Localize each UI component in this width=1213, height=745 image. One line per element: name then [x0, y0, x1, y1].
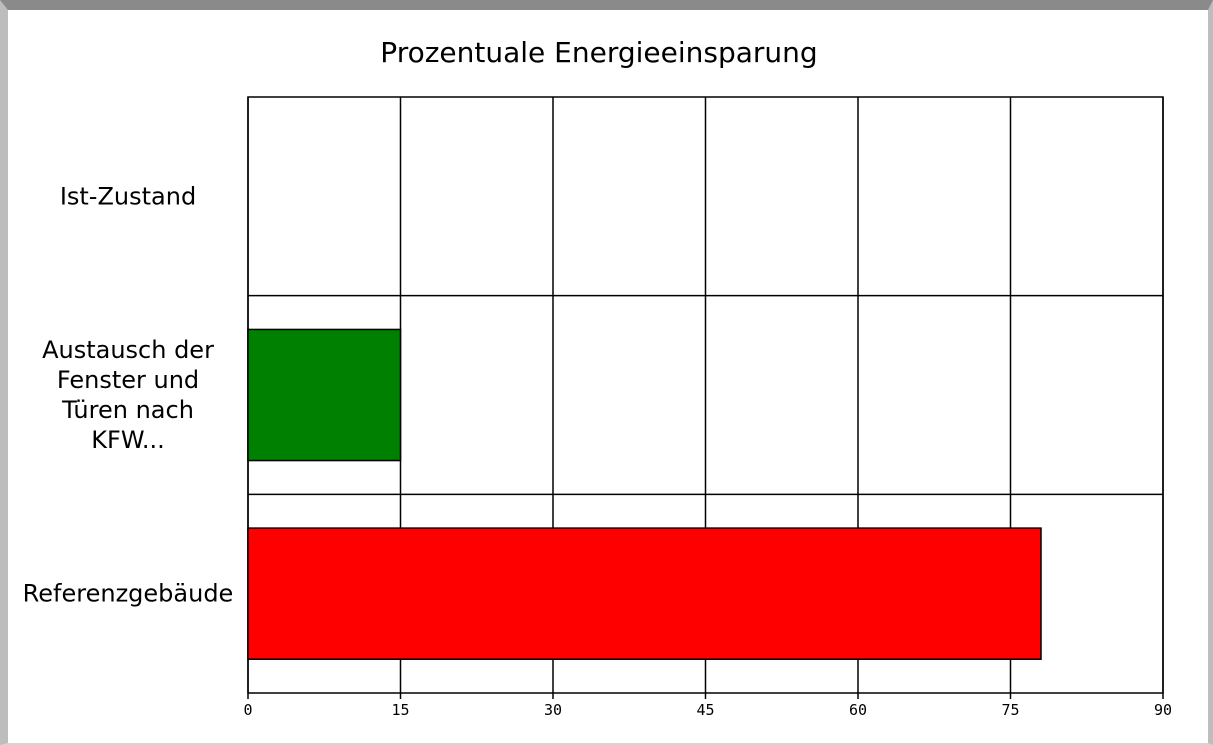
category-label: Fenster und: [57, 366, 199, 394]
x-tick-label: 30: [544, 701, 562, 719]
category-label: Ist-Zustand: [60, 182, 196, 210]
bar: [247, 527, 1042, 660]
chart-title: Prozentuale Energieeinsparung: [380, 36, 817, 69]
category-label: KFW...: [91, 426, 164, 454]
bar: [247, 328, 402, 462]
category-label: Referenzgebäude: [23, 580, 234, 608]
x-tick-label: 75: [1001, 701, 1019, 719]
x-axis: 0 15 30 45 60 75 90: [243, 693, 1172, 719]
category-label: Austausch der: [42, 336, 214, 364]
x-tick-label: 15: [391, 701, 409, 719]
x-tick-label: 90: [1154, 701, 1172, 719]
x-tick-label: 60: [849, 701, 867, 719]
bars: [247, 328, 1042, 660]
x-tick-label: 0: [243, 701, 252, 719]
x-tick-label: 45: [696, 701, 714, 719]
category-label: Türen nach: [61, 396, 194, 424]
